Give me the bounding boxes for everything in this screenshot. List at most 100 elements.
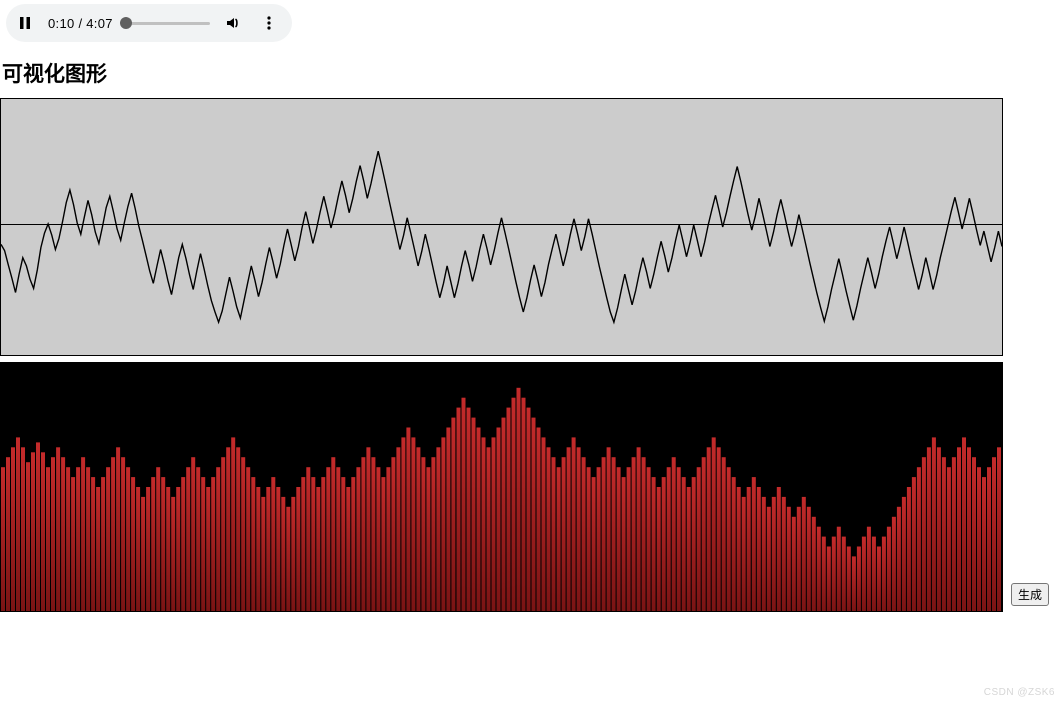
spectrum-bar bbox=[547, 447, 551, 611]
spectrum-bar bbox=[587, 467, 591, 611]
spectrum-bar bbox=[792, 517, 796, 611]
spectrum-bar bbox=[667, 467, 671, 611]
spectrum-bar bbox=[652, 477, 656, 611]
pause-icon[interactable] bbox=[12, 10, 38, 36]
spectrum-bar bbox=[341, 477, 345, 611]
spectrum-bar bbox=[897, 507, 901, 611]
spectrum-bar bbox=[361, 457, 365, 611]
spectrum-bar bbox=[617, 467, 621, 611]
spectrum-bar bbox=[892, 517, 896, 611]
spectrum-bar bbox=[702, 457, 706, 611]
spectrum-bar bbox=[86, 467, 90, 611]
spectrum-bar bbox=[91, 477, 95, 611]
spectrum-bar bbox=[962, 437, 966, 611]
spectrum-bar bbox=[41, 452, 45, 611]
spectrum-bar bbox=[957, 447, 961, 611]
spectrum-bar bbox=[987, 467, 991, 611]
spectrum-bar bbox=[156, 467, 160, 611]
spectrum-bar bbox=[937, 447, 941, 611]
spectrum-bar bbox=[662, 477, 666, 611]
spectrum-bar bbox=[812, 517, 816, 611]
spectrum-bar bbox=[411, 437, 415, 611]
spectrum-bar bbox=[627, 467, 631, 611]
spectrum-bar bbox=[797, 507, 801, 611]
spectrum-bar bbox=[862, 537, 866, 611]
spectrum-bar bbox=[111, 457, 115, 611]
spectrum-bar bbox=[106, 467, 110, 611]
spectrum-bar bbox=[727, 467, 731, 611]
spectrum-bar bbox=[487, 447, 491, 611]
spectrum-bar bbox=[762, 497, 766, 611]
spectrum-bar bbox=[406, 428, 410, 612]
spectrum-bar bbox=[146, 487, 150, 611]
spectrum-bar bbox=[872, 537, 876, 611]
generate-button[interactable]: 生成 bbox=[1011, 583, 1049, 606]
spectrum-bar bbox=[176, 487, 180, 611]
time-display: 0:10 / 4:07 bbox=[48, 16, 113, 31]
spectrum-bar bbox=[431, 457, 435, 611]
spectrum-bar bbox=[837, 527, 841, 611]
spectrum-bar bbox=[882, 537, 886, 611]
spectrum-bar bbox=[46, 467, 50, 611]
spectrum-bar bbox=[26, 462, 30, 611]
spectrum-bar bbox=[697, 467, 701, 611]
audio-player[interactable]: 0:10 / 4:07 bbox=[6, 4, 292, 42]
spectrum-bar bbox=[61, 457, 65, 611]
spectrum-bar bbox=[396, 447, 400, 611]
spectrum-bar bbox=[532, 418, 536, 611]
spectrum-bar bbox=[186, 467, 190, 611]
spectrum-bar bbox=[902, 497, 906, 611]
spectrum-bar bbox=[677, 467, 681, 611]
seek-knob[interactable] bbox=[120, 17, 132, 29]
spectrum-bar bbox=[246, 467, 250, 611]
spectrum-bar bbox=[141, 497, 145, 611]
spectrum-bar bbox=[51, 457, 55, 611]
spectrum-bar bbox=[116, 447, 120, 611]
volume-icon[interactable] bbox=[220, 10, 246, 36]
spectrum-bar bbox=[386, 467, 390, 611]
spectrum-bar bbox=[301, 477, 305, 611]
spectrum-bar bbox=[381, 477, 385, 611]
section-title: 可视化图形 bbox=[2, 58, 1063, 88]
spectrum-bar bbox=[221, 457, 225, 611]
spectrum-bar bbox=[401, 437, 405, 611]
kebab-menu-icon[interactable] bbox=[256, 10, 282, 36]
spectrum-bar bbox=[767, 507, 771, 611]
spectrum-bar bbox=[517, 388, 521, 611]
spectrum-bar bbox=[607, 447, 611, 611]
spectrum-bar bbox=[857, 547, 861, 612]
spectrum-bar bbox=[737, 487, 741, 611]
spectrum-bar bbox=[346, 487, 350, 611]
spectrum-bar bbox=[261, 497, 265, 611]
spectrum-bar bbox=[562, 457, 566, 611]
spectrum-bar bbox=[992, 457, 996, 611]
spectrum-bar bbox=[582, 457, 586, 611]
spectrum-bar bbox=[271, 477, 275, 611]
spectrum-bar bbox=[446, 428, 450, 612]
spectrum-bar bbox=[752, 477, 756, 611]
spectrum-bar bbox=[462, 398, 466, 611]
spectrum-bar bbox=[477, 428, 481, 612]
spectrum-bar bbox=[807, 507, 811, 611]
spectrum-bar bbox=[181, 477, 185, 611]
spectrum-bar bbox=[817, 527, 821, 611]
spectrum-bar bbox=[642, 457, 646, 611]
spectrum-bar bbox=[612, 457, 616, 611]
spectrum-bar bbox=[21, 447, 25, 611]
spectrum-bar bbox=[482, 437, 486, 611]
spectrum-bar bbox=[356, 467, 360, 611]
spectrum-bar bbox=[16, 437, 20, 611]
spectrum-bar bbox=[567, 447, 571, 611]
spectrum-bar bbox=[497, 428, 501, 612]
seek-slider[interactable] bbox=[123, 22, 210, 25]
spectrum-bar bbox=[742, 497, 746, 611]
spectrum-bar bbox=[912, 477, 916, 611]
spectrum-bar bbox=[852, 556, 856, 611]
spectrum-bar bbox=[637, 447, 641, 611]
spectrum-bar bbox=[286, 507, 290, 611]
spectrum-bar bbox=[787, 507, 791, 611]
spectrum-bar bbox=[942, 457, 946, 611]
spectrum-bar bbox=[441, 437, 445, 611]
spectrum-bar bbox=[802, 497, 806, 611]
spectrum-bar bbox=[231, 437, 235, 611]
